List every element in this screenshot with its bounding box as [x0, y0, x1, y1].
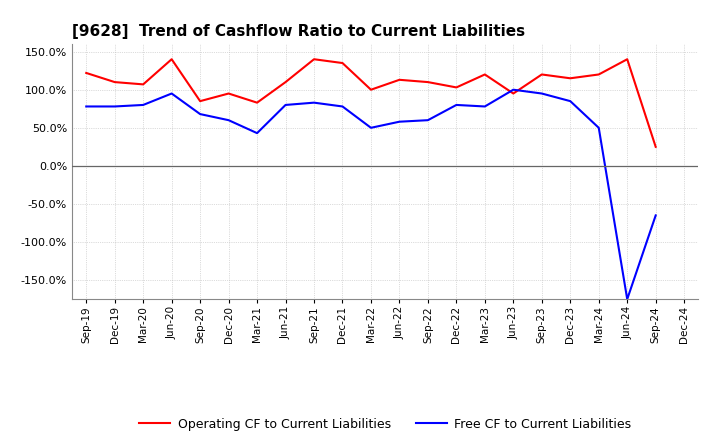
Operating CF to Current Liabilities: [167, 57, 176, 62]
Free CF to Current Liabilities: [82, 104, 91, 109]
Free CF to Current Liabilities: [423, 117, 432, 123]
Free CF to Current Liabilities: [253, 131, 261, 136]
Free CF to Current Liabilities: [338, 104, 347, 109]
Text: [9628]  Trend of Cashflow Ratio to Current Liabilities: [9628] Trend of Cashflow Ratio to Curren…: [72, 24, 525, 39]
Free CF to Current Liabilities: [537, 91, 546, 96]
Operating CF to Current Liabilities: [537, 72, 546, 77]
Free CF to Current Liabilities: [196, 111, 204, 117]
Free CF to Current Liabilities: [366, 125, 375, 130]
Operating CF to Current Liabilities: [253, 100, 261, 105]
Operating CF to Current Liabilities: [82, 70, 91, 76]
Free CF to Current Liabilities: [282, 103, 290, 108]
Operating CF to Current Liabilities: [310, 57, 318, 62]
Legend: Operating CF to Current Liabilities, Free CF to Current Liabilities: Operating CF to Current Liabilities, Fre…: [134, 413, 636, 436]
Free CF to Current Liabilities: [395, 119, 404, 125]
Operating CF to Current Liabilities: [338, 60, 347, 66]
Free CF to Current Liabilities: [566, 99, 575, 104]
Free CF to Current Liabilities: [623, 297, 631, 302]
Operating CF to Current Liabilities: [423, 80, 432, 85]
Free CF to Current Liabilities: [452, 103, 461, 108]
Operating CF to Current Liabilities: [452, 85, 461, 90]
Free CF to Current Liabilities: [167, 91, 176, 96]
Operating CF to Current Liabilities: [595, 72, 603, 77]
Operating CF to Current Liabilities: [623, 57, 631, 62]
Free CF to Current Liabilities: [139, 103, 148, 108]
Operating CF to Current Liabilities: [139, 82, 148, 87]
Free CF to Current Liabilities: [110, 104, 119, 109]
Free CF to Current Liabilities: [225, 117, 233, 123]
Operating CF to Current Liabilities: [225, 91, 233, 96]
Line: Free CF to Current Liabilities: Free CF to Current Liabilities: [86, 90, 656, 299]
Free CF to Current Liabilities: [310, 100, 318, 105]
Operating CF to Current Liabilities: [282, 80, 290, 85]
Operating CF to Current Liabilities: [652, 144, 660, 150]
Free CF to Current Liabilities: [652, 213, 660, 218]
Free CF to Current Liabilities: [595, 125, 603, 130]
Operating CF to Current Liabilities: [480, 72, 489, 77]
Operating CF to Current Liabilities: [509, 91, 518, 96]
Operating CF to Current Liabilities: [395, 77, 404, 82]
Operating CF to Current Liabilities: [566, 76, 575, 81]
Operating CF to Current Liabilities: [110, 80, 119, 85]
Free CF to Current Liabilities: [509, 87, 518, 92]
Operating CF to Current Liabilities: [196, 99, 204, 104]
Operating CF to Current Liabilities: [366, 87, 375, 92]
Free CF to Current Liabilities: [480, 104, 489, 109]
Line: Operating CF to Current Liabilities: Operating CF to Current Liabilities: [86, 59, 656, 147]
